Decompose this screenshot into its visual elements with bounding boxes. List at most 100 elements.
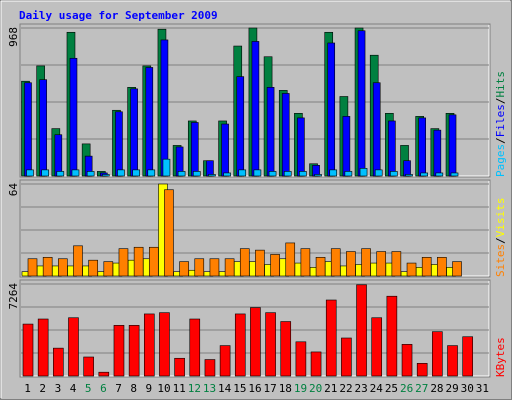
x-tick-label: 5: [85, 382, 92, 395]
x-tick-label: 7: [115, 382, 122, 395]
bottom-bar-kbytes: [462, 336, 473, 377]
top-bar-files: [297, 117, 305, 177]
x-tick-label: 14: [218, 382, 232, 395]
x-tick-label: 31: [476, 382, 489, 395]
bottom-bar-kbytes: [280, 321, 292, 377]
top-bar-files: [115, 111, 123, 177]
top-legend-label: Pages/Files/Hits: [494, 71, 507, 177]
bottom-bar-kbytes: [401, 344, 413, 377]
top-bar-pages: [208, 174, 216, 177]
middle-bar-sites: [58, 258, 68, 277]
top-bar-pages: [344, 171, 353, 177]
top-bar-pages: [41, 169, 49, 177]
top-bar-files: [342, 116, 351, 177]
middle-bar-sites: [421, 257, 432, 277]
top-bar-pages: [238, 169, 247, 177]
legend-visits: Visits: [494, 198, 507, 238]
bottom-bar-kbytes: [265, 312, 276, 377]
x-tick-label: 26: [400, 382, 413, 395]
bottom-bar-kbytes: [113, 325, 125, 377]
top-bar-pages: [268, 171, 277, 177]
bottom-bar-kbytes: [174, 357, 185, 377]
top-bar-pages: [283, 171, 292, 177]
top-bar-files: [130, 88, 138, 177]
middle-bar-sites: [255, 249, 265, 277]
top-bar-pages: [405, 174, 413, 177]
top-bar-pages: [147, 169, 156, 177]
x-tick-label: 17: [264, 382, 277, 395]
bottom-bar-kbytes: [53, 347, 64, 377]
middle-bar-sites: [42, 257, 53, 277]
x-tick-label: 1: [24, 382, 31, 395]
top-bar-files: [327, 42, 336, 177]
bottom-legend-label: KBytes: [494, 337, 507, 377]
top-bar-files: [418, 117, 426, 177]
middle-max-label: 64: [7, 183, 20, 197]
x-tick-label: 29: [445, 382, 458, 395]
middle-bar-sites: [179, 261, 189, 277]
bottom-bar-kbytes: [22, 323, 34, 377]
x-tick-label: 20: [309, 382, 322, 395]
top-bar-pages: [374, 169, 383, 177]
top-bar-pages: [223, 172, 231, 177]
x-tick-label: 16: [248, 382, 261, 395]
middle-bar-sites: [300, 248, 311, 277]
top-bar-files: [357, 30, 366, 177]
x-tick-label: 9: [146, 382, 153, 395]
top-bar-files: [281, 93, 290, 177]
top-bar-files: [251, 41, 260, 177]
bottom-bar-kbytes: [159, 312, 170, 377]
top-bar-files: [236, 76, 245, 177]
x-tick-label: 15: [233, 382, 246, 395]
top-max-label: 968: [7, 27, 20, 47]
legend-hits: Hits: [494, 71, 507, 98]
middle-bar-sites: [27, 258, 38, 277]
bottom-bar-kbytes: [189, 318, 201, 377]
x-tick-label: 10: [157, 382, 170, 395]
middle-bar-sites: [103, 261, 114, 277]
chart-panels: 968Pages/Files/Hits64Sites/Visits7264KBy…: [7, 23, 507, 378]
middle-bar-sites: [224, 258, 235, 277]
top-bar-files: [433, 129, 442, 177]
legend-separator: /: [494, 237, 507, 244]
bottom-bar-kbytes: [356, 284, 367, 377]
middle-bar-sites: [437, 257, 447, 277]
top-bar-pages: [86, 171, 95, 177]
bottom-bar-kbytes: [341, 337, 352, 377]
middle-bar-sites: [330, 248, 341, 277]
top-bar-files: [54, 134, 63, 177]
x-tick-label: 4: [70, 382, 77, 395]
top-bar-pages: [329, 169, 338, 177]
top-bar-pages: [117, 169, 125, 177]
x-tick-label: 2: [39, 382, 46, 395]
x-tick-label: 6: [100, 382, 107, 395]
x-tick-label: 27: [415, 382, 428, 395]
x-tick-label: 28: [430, 382, 443, 395]
bottom-bar-kbytes: [143, 313, 155, 377]
bottom-bar-kbytes: [37, 318, 49, 377]
top-bar-files: [388, 120, 396, 177]
top-bar-pages: [435, 172, 444, 177]
middle-bar-sites: [194, 258, 205, 277]
middle-bar-sites: [391, 251, 402, 277]
x-tick-label: 19: [294, 382, 307, 395]
legend-sites: Sites: [494, 244, 507, 277]
top-bar-files: [190, 122, 199, 177]
middle-bar-sites: [133, 246, 144, 277]
legend-pages: Pages: [494, 144, 507, 177]
legend-separator: /: [494, 98, 507, 105]
top-bar-files: [372, 82, 381, 177]
bottom-bar-kbytes: [204, 359, 216, 377]
top-bar-files: [145, 67, 154, 177]
top-bar-files: [69, 57, 78, 177]
middle-bar-sites: [270, 254, 280, 277]
middle-bar-sites: [376, 251, 387, 277]
top-bar-pages: [177, 171, 186, 177]
middle-bar-sites: [73, 245, 83, 277]
middle-legend-label: Sites/Visits: [494, 198, 507, 278]
x-tick-label: 8: [130, 382, 137, 395]
top-bar-pages: [420, 172, 428, 177]
legend-files: Files: [494, 104, 507, 137]
top-bar-files: [221, 123, 229, 177]
